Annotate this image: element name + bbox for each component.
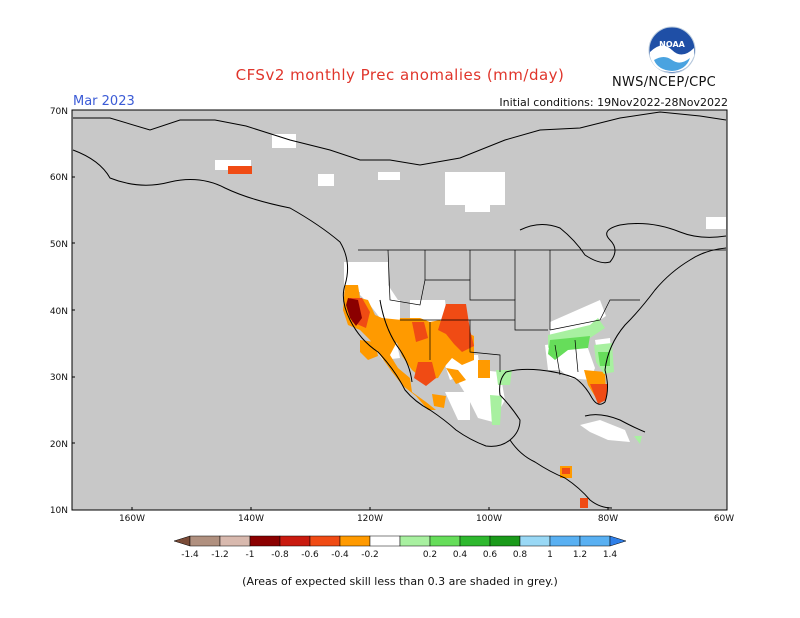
- lat-tick: 10N: [50, 506, 68, 516]
- colorbar-label: 0.6: [483, 550, 498, 560]
- colorbar-swatch: [339, 535, 371, 547]
- colorbar-swatch: [279, 535, 311, 547]
- lon-tick: 160W: [119, 514, 145, 524]
- colorbar-swatch: [399, 535, 431, 547]
- colorbar-swatch: [489, 535, 521, 547]
- colorbar-label: -1: [246, 550, 255, 560]
- colorbar-swatch: [309, 535, 341, 547]
- colorbar-label: -0.6: [301, 550, 319, 560]
- colorbar-swatch: [459, 535, 491, 547]
- colorbar-swatch: [189, 535, 221, 547]
- colorbar-arrow-right: [609, 535, 627, 547]
- colorbar-arrow-left: [173, 535, 191, 547]
- colorbar-label: 0.8: [513, 550, 528, 560]
- colorbar-legend: -1.4 -1.2 -1 -0.8 -0.6 -0.4 -0.2 0.2 0.4 0.6 0.8 1 1…: [173, 535, 627, 560]
- colorbar-swatch: [549, 535, 581, 547]
- lat-tick: 50N: [50, 240, 68, 250]
- agency-label: NWS/NCEP/CPC: [612, 75, 717, 90]
- colorbar-label: 1.4: [603, 550, 618, 560]
- lat-axis: 70N 60N 50N 40N 30N 20N 10N: [50, 107, 75, 516]
- noaa-logo: NOAA: [648, 26, 696, 74]
- lat-tick: 40N: [50, 307, 68, 317]
- lon-tick: 140W: [238, 514, 264, 524]
- lat-tick: 30N: [50, 373, 68, 383]
- colorbar-swatch: [579, 535, 611, 547]
- lat-tick: 60N: [50, 173, 68, 183]
- lat-tick: 20N: [50, 440, 68, 450]
- colorbar-label: -0.4: [331, 550, 349, 560]
- svg-text:NOAA: NOAA: [659, 40, 685, 49]
- state-borders: [358, 249, 726, 376]
- colorbar-swatch: [429, 535, 461, 547]
- anomaly-green: [548, 336, 610, 366]
- initial-conditions-label: Initial conditions: 19Nov2022-28Nov2022: [499, 96, 728, 109]
- colorbar-label: 1.2: [573, 550, 587, 560]
- colorbar-swatch: [369, 535, 401, 547]
- valid-month-label: Mar 2023: [73, 94, 135, 109]
- lon-axis: 160W 140W 120W 100W 80W 60W: [119, 507, 734, 524]
- colorbar-swatch: [249, 535, 281, 547]
- colorbar-label: -1.2: [211, 550, 229, 560]
- colorbar-swatch: [519, 535, 551, 547]
- lon-tick: 60W: [714, 514, 734, 524]
- lon-tick: 80W: [598, 514, 618, 524]
- lat-tick: 70N: [50, 107, 68, 117]
- map-title: CFSv2 monthly Prec anomalies (mm/day): [235, 66, 565, 84]
- colorbar-label: 1: [547, 550, 553, 560]
- skill-footnote: (Areas of expected skill less than 0.3 a…: [242, 575, 558, 588]
- colorbar-label: -1.4: [181, 550, 199, 560]
- anomaly-darkred: [346, 298, 362, 326]
- coastlines: [72, 111, 727, 509]
- colorbar-label: 0.4: [453, 550, 468, 560]
- colorbar-label: -0.8: [271, 550, 289, 560]
- colorbar-label: 0.2: [423, 550, 437, 560]
- colorbar-swatch: [219, 535, 251, 547]
- lon-tick: 100W: [476, 514, 502, 524]
- colorbar-label: -0.2: [361, 550, 379, 560]
- lon-tick: 120W: [357, 514, 383, 524]
